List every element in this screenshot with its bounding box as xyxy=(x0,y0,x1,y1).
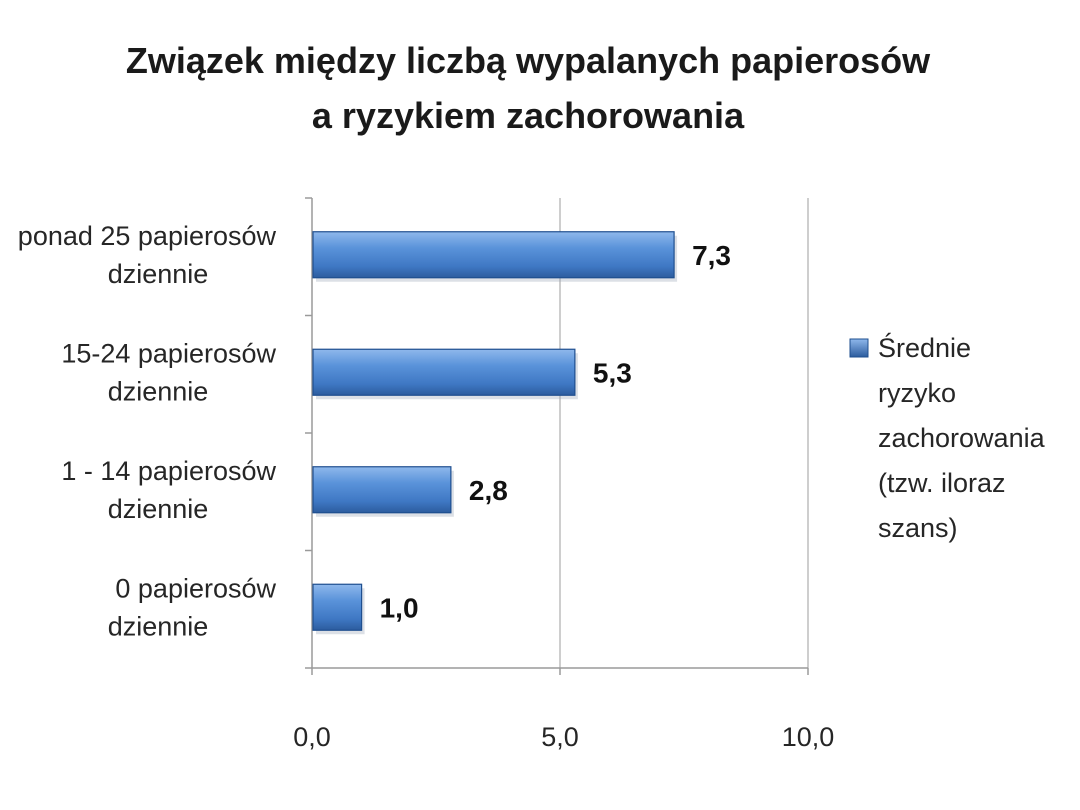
x-tick-label: 10,0 xyxy=(782,722,835,752)
category-labels: ponad 25 papierosów dziennie 15-24 papiero… xyxy=(18,221,277,642)
value-label: 5,3 xyxy=(593,357,632,388)
value-labels: 7,3 5,3 2,8 1,0 xyxy=(380,240,731,624)
category-label: dziennie xyxy=(108,376,209,406)
x-tick-labels: 0,0 5,0 10,0 xyxy=(293,722,834,752)
x-tick-label: 0,0 xyxy=(293,722,331,752)
category-label: 0 papierosów xyxy=(115,573,276,603)
bar xyxy=(312,231,675,279)
category-label: dziennie xyxy=(108,611,209,641)
category-label: dziennie xyxy=(108,494,209,524)
chart-title: Związek między liczbą wypalanych papiero… xyxy=(126,40,931,136)
legend-label: ryzyko xyxy=(878,378,956,408)
legend-label: Średnie xyxy=(878,331,971,363)
legend-label: szans) xyxy=(878,513,958,543)
axes xyxy=(305,197,809,675)
chart-title-line: Związek między liczbą wypalanych papiero… xyxy=(126,40,931,81)
x-tick-label: 5,0 xyxy=(541,722,579,752)
bar xyxy=(312,583,363,631)
category-label: 15-24 papierosów xyxy=(61,338,276,368)
category-label: 1 - 14 papierosów xyxy=(61,456,276,486)
bar xyxy=(312,348,576,396)
category-label: ponad 25 papierosów xyxy=(18,221,277,251)
legend-label: zachorowania xyxy=(878,423,1046,453)
legend: Średnie ryzyko zachorowania (tzw. iloraz sza… xyxy=(849,331,1046,543)
value-label: 1,0 xyxy=(380,592,419,623)
legend-label: (tzw. iloraz xyxy=(878,468,1006,498)
legend-swatch xyxy=(849,338,869,358)
bar xyxy=(312,466,452,514)
category-label: dziennie xyxy=(108,259,209,289)
value-label: 2,8 xyxy=(469,475,508,506)
chart-title-line: a ryzykiem zachorowania xyxy=(312,95,745,136)
value-label: 7,3 xyxy=(692,240,731,271)
bars xyxy=(312,231,678,635)
